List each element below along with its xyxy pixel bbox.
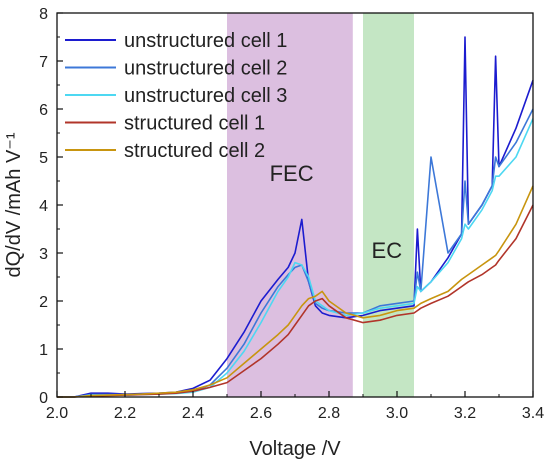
y-tick-label: 4 <box>39 198 48 215</box>
legend-label: structured cell 1 <box>124 113 265 135</box>
y-tick-label: 2 <box>39 294 48 311</box>
y-tick-label: 6 <box>39 102 48 119</box>
legend-label: unstructured cell 1 <box>124 30 287 52</box>
y-tick-label: 0 <box>39 390 48 407</box>
legend: unstructured cell 1 unstructured cell 2 un… <box>65 30 287 162</box>
series-line-structured-cell-1 <box>57 204 534 398</box>
x-axis-ticks: 2.0 2.2 2.4 2.6 2.8 3.0 3.2 3.4 <box>46 391 544 422</box>
x-tick-label: 2.0 <box>46 405 68 422</box>
y-axis-ticks: 0 1 2 3 4 5 6 7 8 <box>39 6 63 407</box>
y-tick-label: 8 <box>39 6 48 23</box>
legend-label: structured cell 2 <box>124 140 265 162</box>
y-tick-label: 1 <box>39 342 48 359</box>
region-labels: FEC EC <box>270 161 403 263</box>
x-tick-label: 3.4 <box>522 405 544 422</box>
x-axis-label: Voltage /V <box>249 438 341 460</box>
y-tick-label: 3 <box>39 246 48 263</box>
y-axis-label: dQ/dV /mAh V⁻¹ <box>3 132 25 277</box>
region-label-fec: FEC <box>270 161 314 186</box>
x-tick-label: 2.8 <box>318 405 340 422</box>
y-tick-label: 5 <box>39 150 48 167</box>
x-tick-label: 2.4 <box>182 405 204 422</box>
series-lines <box>57 36 534 398</box>
legend-label: unstructured cell 3 <box>124 85 287 107</box>
region-label-ec: EC <box>372 238 403 263</box>
y-tick-label: 7 <box>39 54 48 71</box>
series-line-structured-cell-2 <box>57 185 534 398</box>
x-tick-label: 3.0 <box>386 405 408 422</box>
x-tick-label: 2.2 <box>114 405 136 422</box>
x-tick-label: 2.6 <box>250 405 272 422</box>
legend-label: unstructured cell 2 <box>124 58 287 80</box>
region-ec <box>363 13 414 397</box>
x-tick-label: 3.2 <box>454 405 476 422</box>
